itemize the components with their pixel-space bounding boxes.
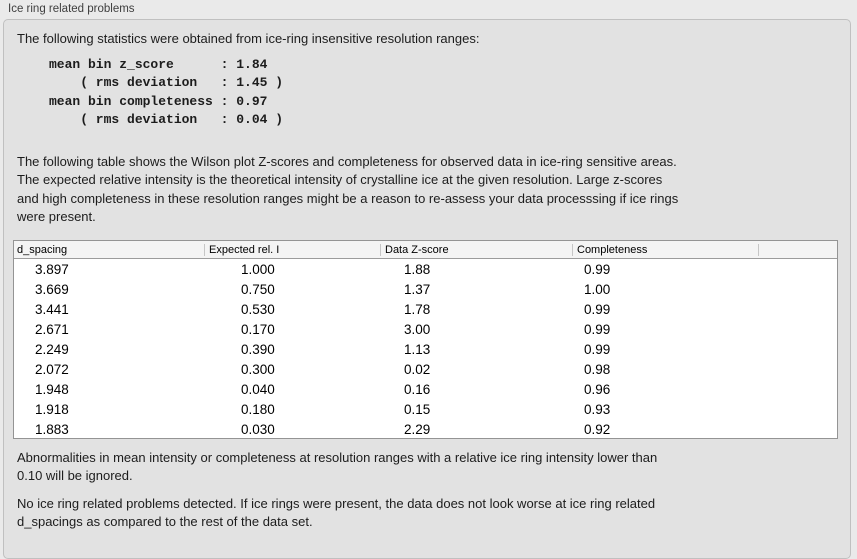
table-row[interactable]: 2.249 0.390 1.13 0.99 [14,339,837,359]
table-header-row: d_spacing Expected rel. I Data Z-score C… [14,241,837,259]
stats-line: mean bin completeness : 0.97 [49,93,268,109]
table-row[interactable]: 3.897 1.000 1.88 0.99 [14,259,837,279]
conclusion-text: No ice ring related problems detected. I… [17,495,655,532]
ignore-note: Abnormalities in mean intensity or compl… [17,449,657,486]
table-cell: 0.530 [241,301,275,317]
panel-title: Ice ring related problems [8,3,135,15]
conclusion-line: No ice ring related problems detected. I… [17,496,656,511]
table-row[interactable]: 2.671 0.170 3.00 0.99 [14,319,837,339]
table-row[interactable]: 1.883 0.030 2.29 0.92 [14,419,837,438]
table-cell: 0.92 [584,421,611,437]
table-cell: 3.00 [404,321,431,337]
table-body: 3.897 1.000 1.88 0.99 3.669 0.750 1.37 1.00 3.44… [14,259,837,438]
stats-block: mean bin z_score : 1.84 ( rms deviation … [49,56,283,129]
table-cell: 2.29 [404,421,431,437]
table-cell: 0.16 [404,381,431,397]
column-header-completeness[interactable]: Completeness [572,243,758,256]
table-cell: 0.15 [404,401,431,417]
table-row[interactable]: 2.072 0.300 0.02 0.98 [14,359,837,379]
column-header-expected-rel-i[interactable]: Expected rel. I [204,243,380,256]
table-cell: 3.669 [35,281,69,297]
table-cell: 0.170 [241,321,275,337]
ice-ring-section: The following statistics were obtained f… [3,19,851,559]
table-cell: 0.99 [584,261,611,277]
table-cell: 1.00 [584,281,611,297]
table-cell: 1.883 [35,421,69,437]
column-header-d-spacing[interactable]: d_spacing [17,243,68,256]
table-row[interactable]: 3.441 0.530 1.78 0.99 [14,299,837,319]
table-cell: 0.99 [584,341,611,357]
description-line: were present. [17,209,96,225]
table-cell: 0.93 [584,401,611,417]
table-cell: 1.37 [404,281,431,297]
table-cell: 0.02 [404,361,431,377]
intro-text: The following statistics were obtained f… [17,31,480,46]
note-line: Abnormalities in mean intensity or compl… [17,450,658,465]
table-cell: 1.88 [404,261,431,277]
table-cell: 2.249 [35,341,69,357]
table-cell: 0.180 [241,401,275,417]
table-row[interactable]: 3.669 0.750 1.37 1.00 [14,279,837,299]
table-cell: 0.040 [241,381,275,397]
table-cell: 3.441 [35,301,69,317]
table-cell: 2.671 [35,321,69,337]
note-line: 0.10 will be ignored. [17,468,133,484]
table-cell: 1.918 [35,401,69,417]
stats-line: ( rms deviation : 0.04 ) [49,111,284,127]
table-cell: 0.300 [241,361,275,377]
table-row[interactable]: 1.918 0.180 0.15 0.93 [14,399,837,419]
table-cell: 1.78 [404,301,431,317]
stats-line: ( rms deviation : 1.45 ) [49,75,284,91]
table-cell: 0.99 [584,301,611,317]
table-cell: 1.13 [404,341,431,357]
ice-ring-table[interactable]: d_spacing Expected rel. I Data Z-score C… [13,240,838,439]
description-line: The following table shows the Wilson plo… [17,154,677,169]
table-cell: 0.030 [241,421,275,437]
column-header-data-z-score[interactable]: Data Z-score [380,243,572,256]
table-cell: 0.99 [584,321,611,337]
table-cell: 0.390 [241,341,275,357]
table-description: The following table shows the Wilson plo… [17,153,678,227]
table-cell: 1.000 [241,261,275,277]
table-cell: 0.98 [584,361,611,377]
conclusion-line: d_spacings as compared to the rest of th… [17,514,313,530]
description-line: and high completeness in these resolutio… [17,190,679,206]
description-line: The expected relative intensity is the t… [17,172,663,188]
table-cell: 2.072 [35,361,69,377]
table-cell: 3.897 [35,261,69,277]
table-cell: 0.750 [241,281,275,297]
column-header-empty [758,243,837,256]
table-cell: 1.948 [35,381,69,397]
table-row[interactable]: 1.948 0.040 0.16 0.96 [14,379,837,399]
stats-line: mean bin z_score : 1.84 [49,57,268,72]
table-cell: 0.96 [584,381,611,397]
